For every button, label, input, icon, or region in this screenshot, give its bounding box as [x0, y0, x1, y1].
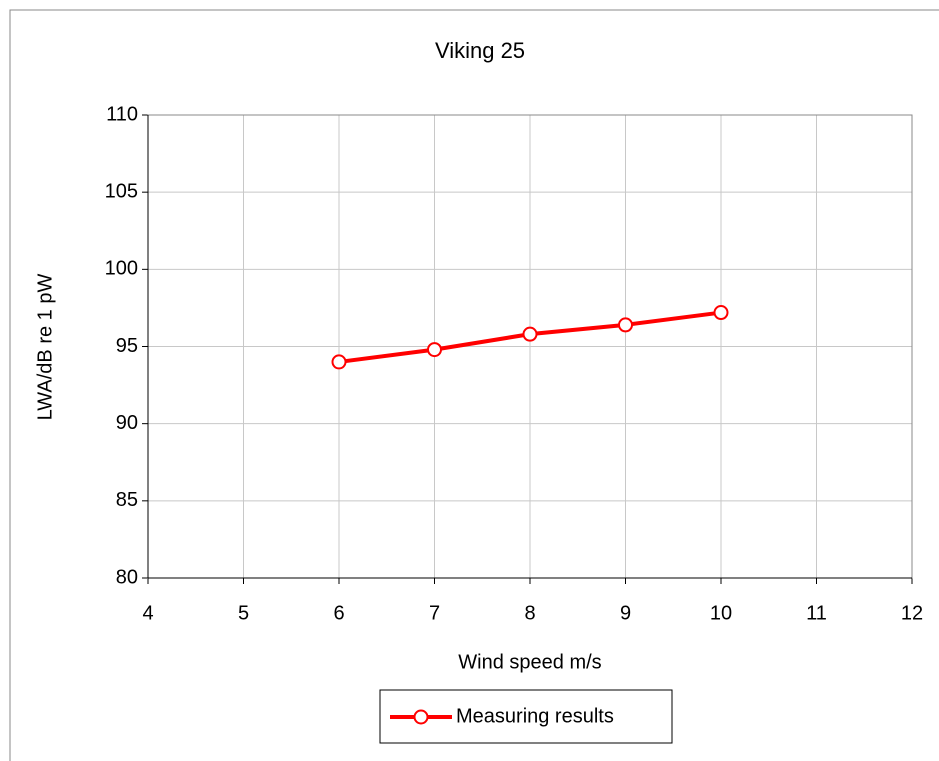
x-tick-label: 8 [524, 602, 535, 624]
x-tick-label: 10 [710, 602, 732, 624]
chart-title: Viking 25 [435, 38, 525, 63]
x-tick-label: 9 [620, 602, 631, 624]
marker [331, 354, 347, 370]
legend-label: Measuring results [456, 705, 614, 727]
y-axis-label: LWA/dB re 1 pW [34, 274, 56, 421]
y-tick-label: 80 [116, 566, 138, 588]
x-tick-label: 11 [806, 602, 827, 624]
y-tick-label: 100 [105, 258, 138, 280]
y-tick-label: 85 [116, 489, 138, 511]
x-axis-label: Wind speed m/s [458, 651, 601, 673]
marker [427, 342, 442, 358]
marker [618, 317, 633, 333]
x-tick-label: 4 [142, 602, 153, 624]
x-tick-label: 7 [429, 602, 440, 624]
y-tick-label: 110 [106, 103, 138, 125]
x-tick-label: 5 [238, 602, 249, 624]
marker [522, 326, 538, 342]
y-tick-label: 105 [105, 180, 138, 202]
y-tick-label: 90 [116, 412, 138, 434]
legend-marker [413, 709, 429, 725]
x-tick-label: 12 [901, 602, 923, 624]
chart-border [9, 9, 939, 761]
marker [713, 305, 729, 321]
x-tick-label: 6 [333, 602, 344, 624]
y-tick-label: 95 [116, 335, 138, 357]
